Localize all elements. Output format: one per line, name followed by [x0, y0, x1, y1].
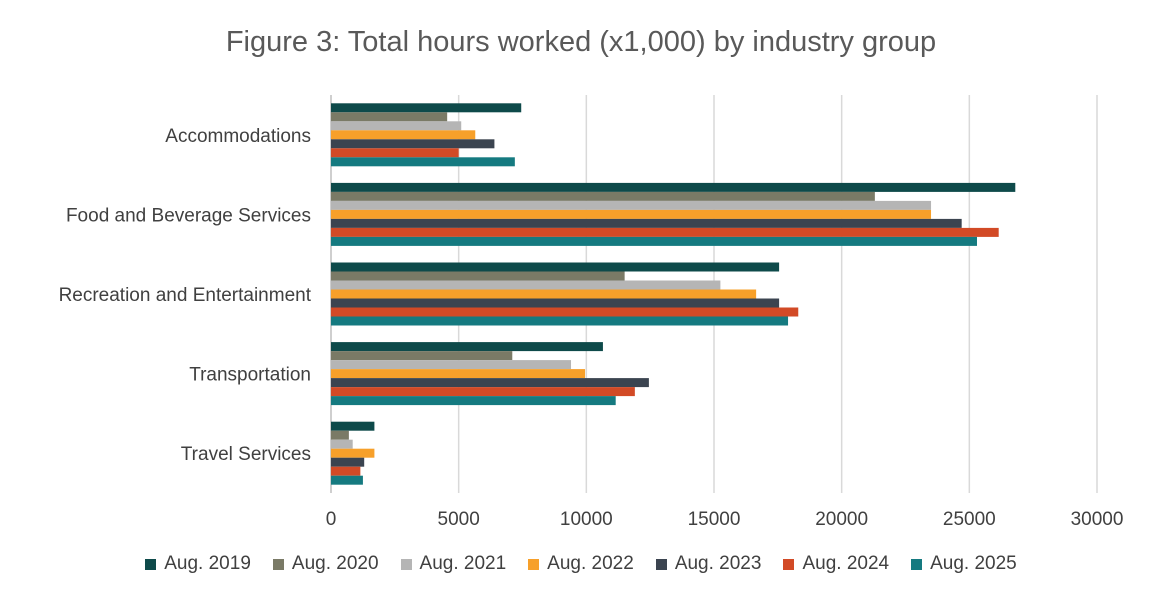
bar	[331, 271, 625, 281]
category-label: Accommodations	[165, 126, 311, 147]
bar	[331, 316, 789, 326]
bar	[331, 209, 932, 219]
legend-item: Aug. 2024	[783, 553, 889, 575]
chart-legend: Aug. 2019 Aug. 2020 Aug. 2021 Aug. 2022 Aug.…	[0, 553, 1162, 575]
bar	[331, 218, 962, 228]
legend-item: Aug. 2023	[655, 553, 762, 575]
x-tick-label: 5000	[438, 509, 480, 530]
bar	[331, 387, 635, 397]
legend-item: Aug. 2025	[911, 553, 1017, 575]
bar	[331, 466, 361, 476]
bar	[331, 378, 649, 388]
bar	[331, 262, 780, 272]
bar	[331, 307, 799, 317]
legend-swatch	[655, 558, 667, 570]
legend-label: Aug. 2025	[930, 553, 1017, 574]
legend-swatch	[272, 558, 284, 570]
legend-swatch	[400, 558, 412, 570]
category-label: Recreation and Entertainment	[59, 285, 312, 306]
bar	[331, 360, 572, 370]
bar	[331, 236, 977, 246]
legend-swatch	[145, 558, 157, 570]
category-label: Transportation	[189, 365, 311, 386]
legend-swatch	[783, 558, 795, 570]
bar	[331, 280, 721, 290]
category-label: Travel Services	[181, 444, 311, 465]
legend-label: Aug. 2020	[291, 553, 379, 574]
x-tick-label: 10000	[560, 509, 613, 530]
bar	[331, 227, 999, 237]
x-tick-label: 15000	[688, 509, 741, 530]
bar	[331, 457, 365, 467]
legend-item: Aug. 2019	[145, 553, 251, 575]
legend-swatch	[528, 558, 540, 570]
legend-label: Aug. 2023	[674, 553, 762, 574]
bar	[331, 200, 932, 210]
bar	[331, 396, 616, 406]
x-tick-label: 20000	[815, 509, 868, 530]
bar	[331, 475, 363, 485]
bar	[331, 182, 1016, 192]
category-label: Food and Beverage Services	[66, 205, 311, 226]
x-tick-label: 0	[326, 509, 337, 530]
bar	[331, 342, 603, 352]
bar	[331, 112, 448, 122]
bar	[331, 439, 353, 449]
bar	[331, 369, 586, 379]
bar	[331, 103, 522, 113]
legend-swatch	[911, 558, 923, 570]
bar	[331, 121, 462, 131]
chart-title: Figure 3: Total hours worked (x1,000) by…	[225, 26, 937, 58]
x-tick-label: 25000	[943, 509, 996, 530]
legend-label: Aug. 2019	[164, 553, 251, 574]
legend-label: Aug. 2021	[419, 553, 507, 574]
legend-item: Aug. 2022	[528, 553, 634, 575]
bar	[331, 289, 757, 299]
bar	[331, 157, 515, 167]
bar	[331, 448, 375, 458]
bar	[331, 421, 375, 431]
legend-item: Aug. 2021	[400, 553, 507, 575]
bar	[331, 298, 780, 308]
bar	[331, 430, 349, 440]
x-tick-label: 30000	[1071, 509, 1124, 530]
bar	[331, 139, 495, 149]
legend-label: Aug. 2024	[802, 553, 890, 574]
bar	[331, 191, 875, 201]
bar	[331, 351, 513, 361]
bar	[331, 148, 459, 158]
bar	[331, 130, 476, 140]
legend-item: Aug. 2020	[272, 553, 379, 575]
bar-chart: 0 5000 10000 15000 20000 25000 30000 Accommodat…	[59, 95, 1124, 530]
legend-label: Aug. 2022	[547, 553, 634, 574]
